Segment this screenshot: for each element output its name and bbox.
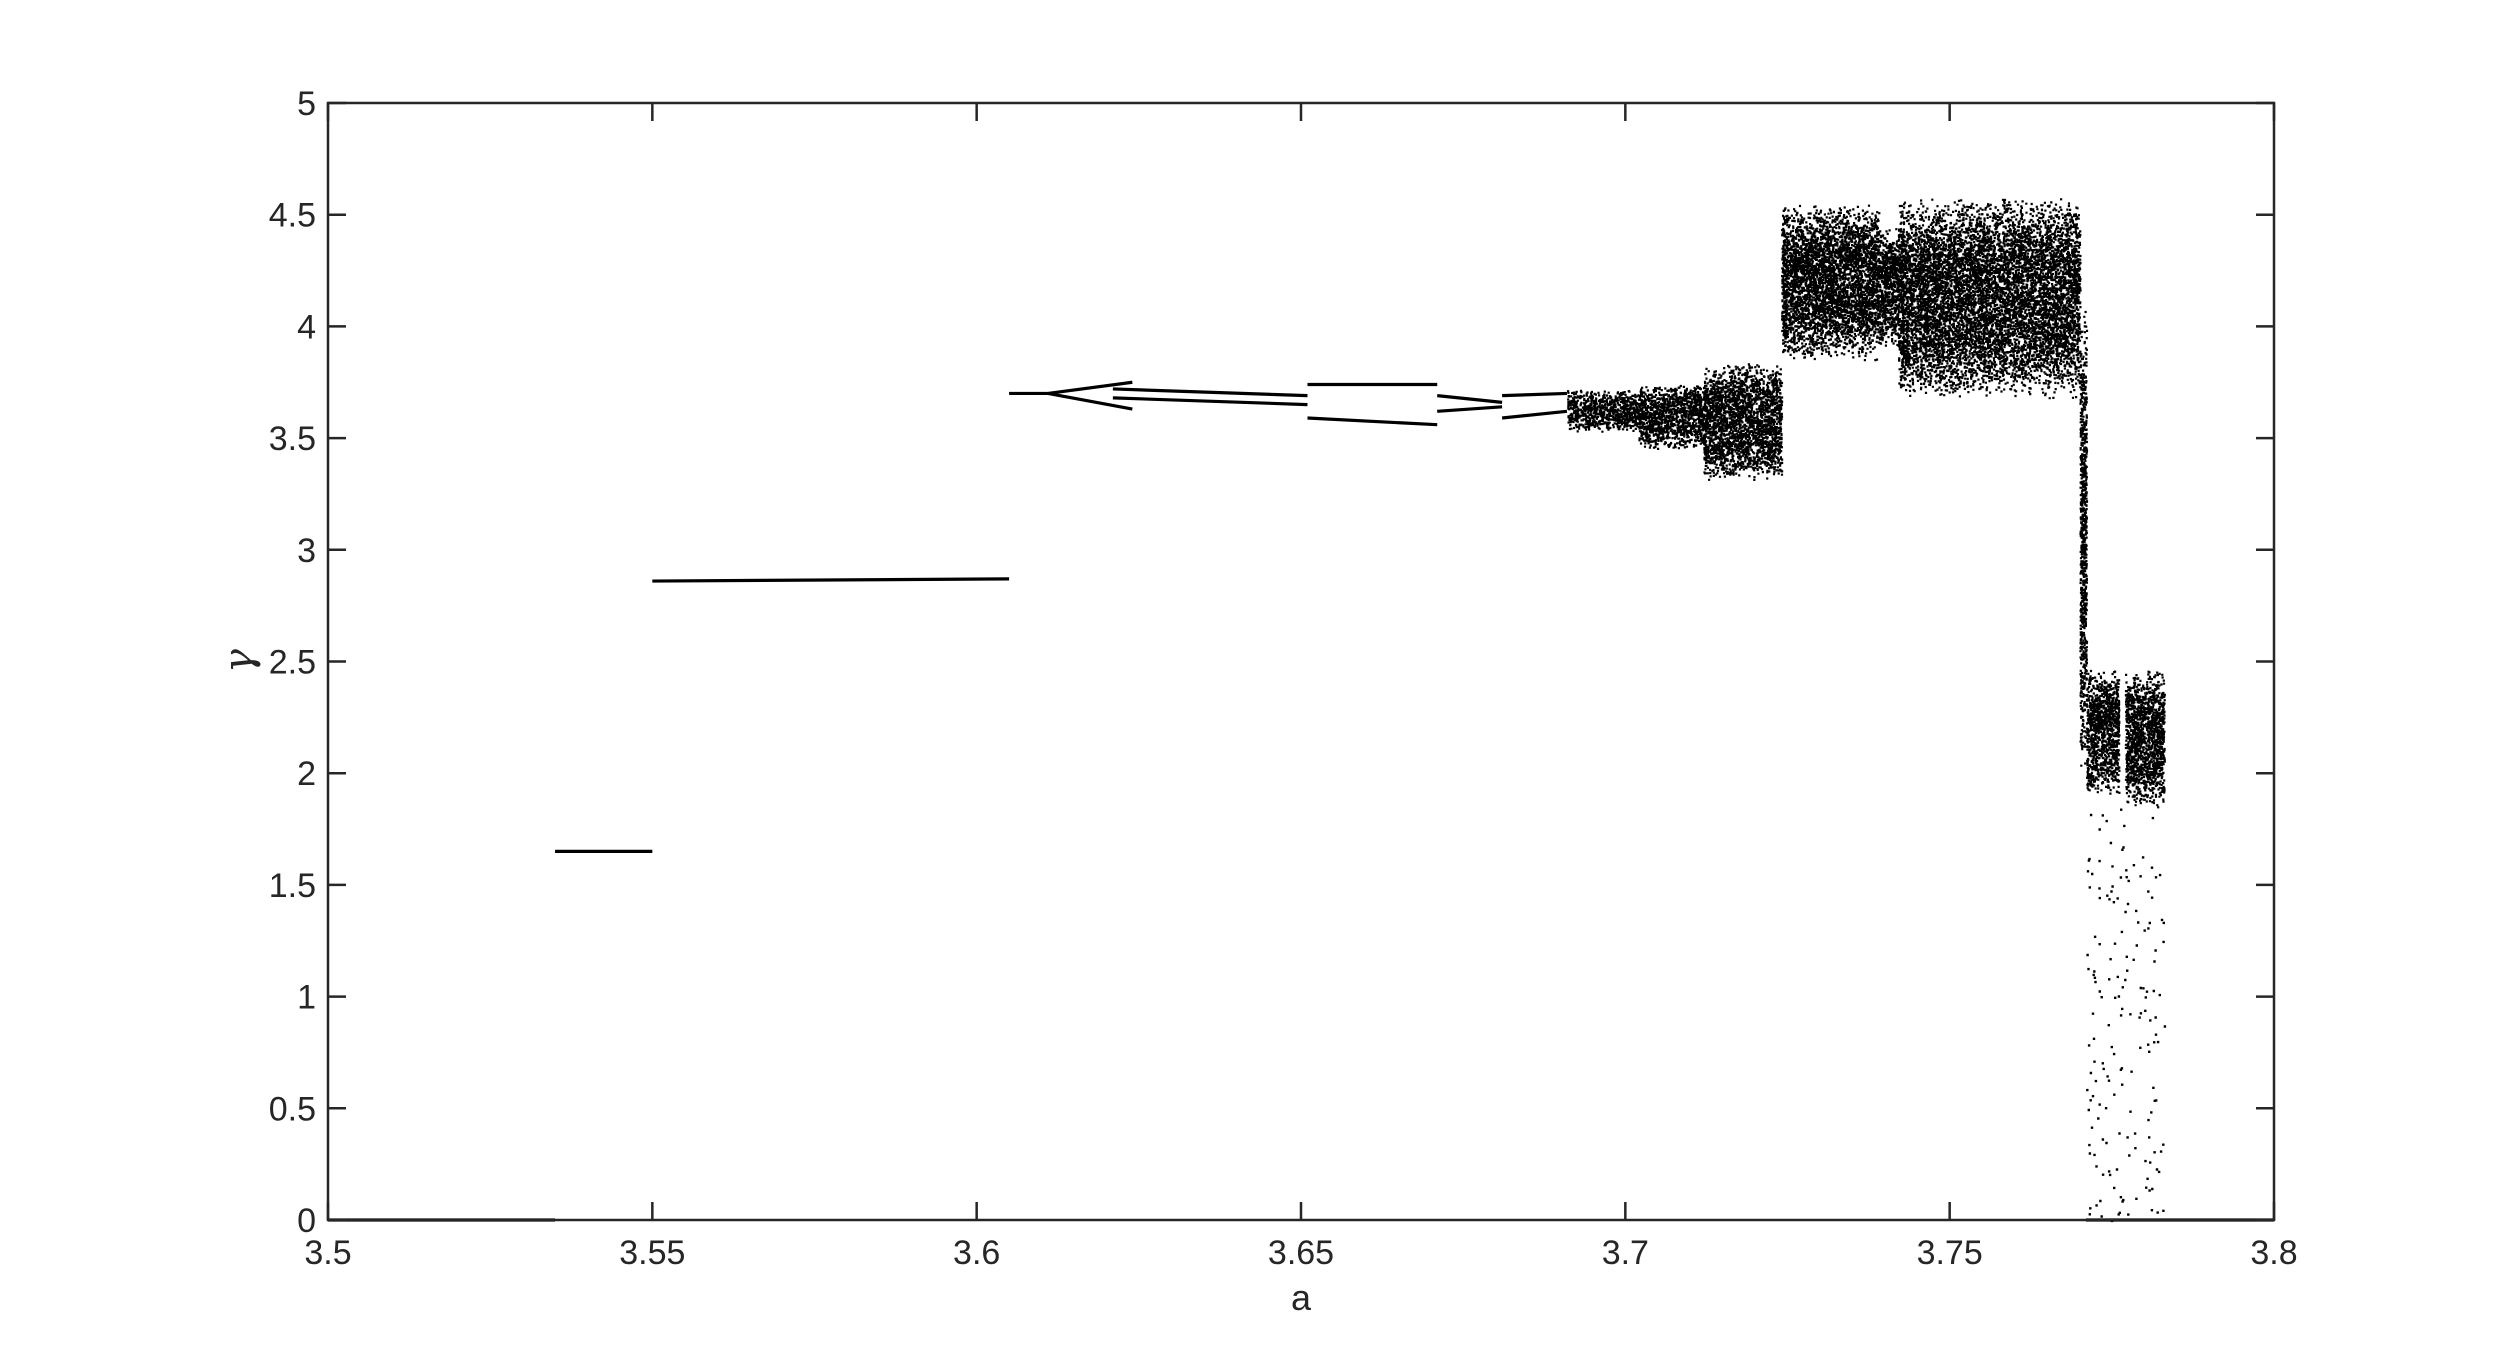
- band-points: [1703, 363, 1784, 481]
- y-tick-label: 1: [297, 979, 316, 1017]
- branch-segment: [1112, 387, 1308, 398]
- band-points: [1638, 384, 1706, 450]
- axis-ticks: 3.5 3.55 3.6 3.65 3.7 3.75 3.800.511.522.533.5…: [269, 85, 2298, 1272]
- x-tick-label: 3.6: [953, 1234, 1000, 1272]
- y-tick-label: 5: [297, 85, 316, 123]
- x-tick-label: 3.65: [1268, 1234, 1334, 1272]
- plot-frame: [326, 101, 2276, 1222]
- branch-segment: [1501, 409, 1568, 420]
- y-tick-label: 2.5: [269, 644, 316, 682]
- chaotic-band: [2085, 669, 2121, 795]
- x-tick-label: 3.75: [1917, 1234, 1983, 1272]
- x-tick-label: 3.7: [1602, 1234, 1649, 1272]
- x-tick-label: 3.55: [619, 1234, 685, 1272]
- chaotic-band: [2124, 670, 2166, 809]
- branch-segment: [1112, 396, 1308, 407]
- y-tick-label: 2: [297, 755, 316, 793]
- y-tick-label: 0.5: [269, 1090, 316, 1128]
- chaotic-band: [2079, 310, 2089, 767]
- chaotic-band: [1878, 228, 1900, 348]
- x-tick-label: 3.8: [2250, 1234, 2297, 1272]
- branch-segment: [1502, 391, 1568, 398]
- data-marks: [328, 198, 2274, 1223]
- band-points: [1567, 389, 1641, 433]
- y-tick-label: 4: [297, 308, 316, 346]
- branch-segment: [1307, 416, 1438, 427]
- x-axis-label: a: [1291, 1277, 1312, 1318]
- x-tick-label: 3.5: [304, 1234, 351, 1272]
- y-tick-label: 1.5: [269, 867, 316, 905]
- band-points: [2079, 310, 2089, 767]
- y-tick-label: 3.5: [269, 420, 316, 458]
- branch-segment: [652, 577, 1010, 583]
- band-points: [1878, 228, 1900, 348]
- chaotic-band: [1703, 363, 1784, 481]
- band-points: [2085, 669, 2121, 795]
- chaotic-band: [1567, 389, 1641, 433]
- chaotic-band: [1897, 198, 2082, 400]
- branch-segment: [1047, 380, 1133, 396]
- chaotic-band: [1781, 204, 1881, 362]
- y-tick-label: 4.5: [269, 197, 316, 235]
- band-points: [1781, 204, 1881, 362]
- y-tick-label: 0: [297, 1202, 316, 1240]
- y-axis-label: γ: [216, 649, 262, 673]
- branch-segment: [1437, 394, 1503, 404]
- band-points: [1897, 198, 2082, 400]
- y-tick-label: 3: [297, 532, 316, 570]
- band-points: [2124, 670, 2166, 809]
- chaotic-band: [1638, 384, 1706, 450]
- branch-segment: [1047, 391, 1133, 411]
- branch-segment: [1437, 405, 1503, 413]
